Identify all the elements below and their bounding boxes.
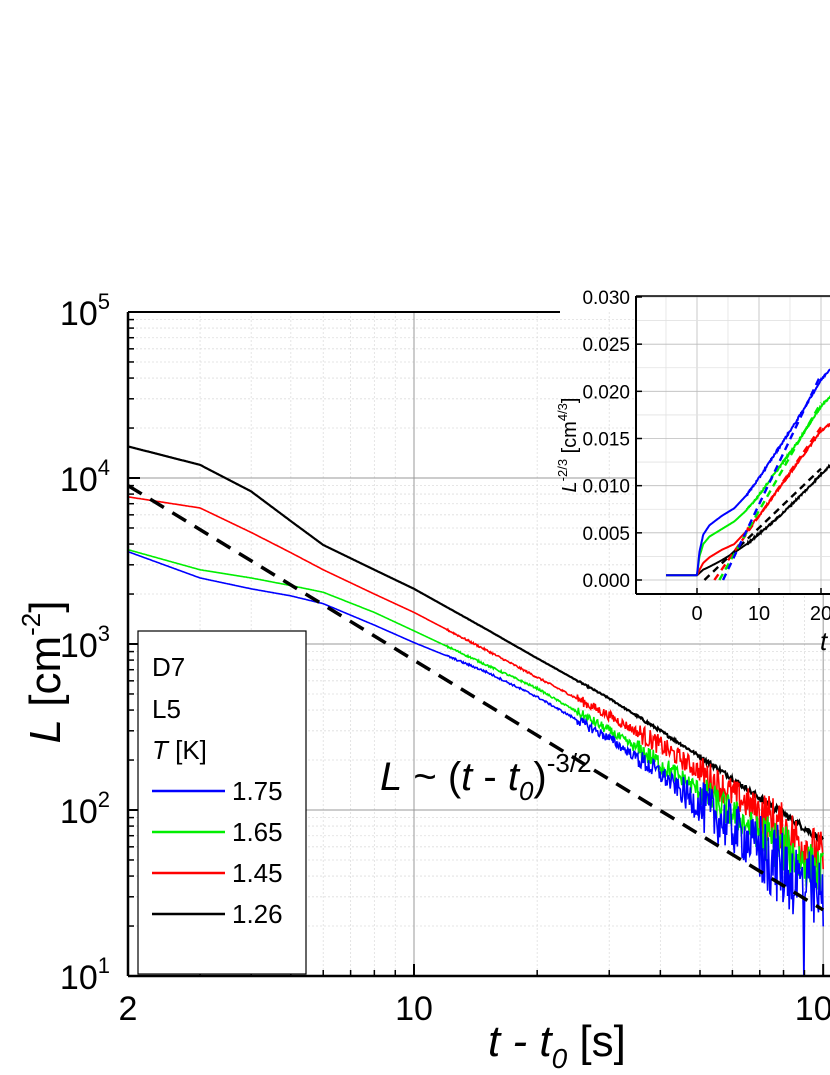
annotation-sup: -3/2 bbox=[547, 748, 592, 778]
main-y-tick-exp: 3 bbox=[98, 621, 110, 646]
inset-y-tick-label: 0.020 bbox=[582, 382, 630, 403]
main-series-line-1-75 bbox=[128, 550, 824, 976]
inset-axes bbox=[635, 295, 830, 595]
inset-fit-line-1-65 bbox=[718, 402, 823, 581]
inset-y-tick-label: 0.025 bbox=[582, 335, 630, 356]
main-y-tick-label: 103 bbox=[60, 621, 110, 665]
main-fit-group bbox=[128, 484, 825, 912]
y-label-main: L bbox=[21, 719, 70, 743]
main-y-tick-base: 10 bbox=[60, 461, 98, 499]
annotation-t0: t bbox=[508, 755, 521, 799]
annotation-minus: - bbox=[472, 755, 508, 799]
main-y-tick-base: 10 bbox=[60, 627, 98, 665]
main-y-tick-exp: 4 bbox=[98, 455, 110, 480]
legend-entries: 1.75 1.65 1.45 1.26 bbox=[152, 776, 283, 929]
legend-title-unit: [K] bbox=[168, 735, 207, 765]
inset-y-tick-label: 0.010 bbox=[582, 477, 630, 498]
inset-y-label-close: ] bbox=[559, 398, 581, 404]
legend-label-1-45: 1.45 bbox=[232, 858, 283, 888]
y-label-sup: -2 bbox=[16, 613, 46, 636]
legend-label-1-26: 1.26 bbox=[232, 899, 283, 929]
inset-plot: 0 10 20 0.000 0.005 0.010 0.015 0.020 0.025 0.03… bbox=[555, 288, 830, 656]
inset-y-tick-labels: 0.000 0.005 0.010 0.015 0.020 0.025 0.030 bbox=[582, 288, 630, 592]
main-y-tick-exp: 2 bbox=[98, 787, 110, 812]
legend-line-2: L5 bbox=[152, 694, 181, 724]
main-x-tick-label: 100 bbox=[795, 990, 830, 1028]
main-y-tick-label: 104 bbox=[60, 455, 110, 499]
main-x-axis-label: t - t0 [s] bbox=[488, 1017, 626, 1074]
annotation-t: t bbox=[461, 755, 474, 799]
main-y-tick-exp: 1 bbox=[98, 953, 110, 978]
x-label-sub: 0 bbox=[552, 1043, 568, 1074]
main-y-tick-base: 10 bbox=[60, 295, 98, 333]
inset-series-group bbox=[666, 368, 830, 581]
inset-x-tick-label: 10 bbox=[748, 603, 770, 625]
annotation-sub: 0 bbox=[519, 776, 534, 806]
annotation-tilde: ~ ( bbox=[402, 755, 462, 799]
legend-line-1: D7 bbox=[152, 652, 185, 682]
y-label-close: ] bbox=[21, 601, 70, 613]
main-axes bbox=[126, 311, 830, 978]
legend-title: T [K] bbox=[152, 735, 207, 765]
main-y-tick-base: 10 bbox=[60, 959, 98, 997]
main-series-group bbox=[128, 445, 825, 976]
legend-label-1-65: 1.65 bbox=[232, 817, 283, 847]
main-series-line-1-26 bbox=[128, 445, 825, 846]
inset-x-tick-labels: 0 10 20 bbox=[691, 603, 830, 625]
main-x-tick-labels: 2 10 100 bbox=[119, 990, 830, 1028]
x-label-main: t - t bbox=[488, 1017, 553, 1066]
legend-label-1-75: 1.75 bbox=[232, 776, 283, 806]
main-y-axis-label: L [cm-2] bbox=[16, 601, 70, 744]
main-y-tick-exp: 5 bbox=[98, 289, 110, 314]
inset-x-axis-label: t bbox=[820, 626, 829, 656]
x-label-unit: [s] bbox=[567, 1017, 626, 1066]
main-series-line-1-45 bbox=[128, 496, 824, 872]
inset-y-label-main: L bbox=[559, 481, 581, 492]
y-label-unit: [cm bbox=[21, 636, 70, 719]
main-x-tick-label: 2 bbox=[119, 990, 138, 1028]
inset-plot-area bbox=[636, 296, 830, 594]
legend-box bbox=[137, 630, 307, 975]
main-series-line-1-65 bbox=[128, 548, 824, 894]
inset-y-label-sup1: -2/3 bbox=[555, 459, 570, 481]
inset-y-tick-label: 0.030 bbox=[582, 288, 630, 309]
annotation-close: ) bbox=[533, 755, 546, 799]
inset-x-tick-label: 20 bbox=[810, 603, 830, 625]
inset-y-axis-label: L-2/3 [cm4/3] bbox=[555, 398, 581, 493]
main-x-tick-label: 10 bbox=[395, 990, 433, 1028]
inset-fit-line-1-75 bbox=[721, 373, 823, 581]
inset-y-tick-label: 0.015 bbox=[582, 430, 630, 451]
main-y-tick-label: 101 bbox=[60, 953, 110, 997]
annotation-l: L bbox=[380, 755, 402, 799]
inset-x-tick-label: 0 bbox=[691, 603, 702, 625]
fit-annotation: L ~ (t - t0)-3/2 bbox=[380, 748, 592, 806]
main-y-tick-label: 102 bbox=[60, 787, 110, 831]
main-y-tick-base: 10 bbox=[60, 793, 98, 831]
inset-y-tick-label: 0.005 bbox=[582, 524, 630, 545]
main-y-tick-label: 105 bbox=[60, 289, 110, 333]
inset-y-tick-label: 0.000 bbox=[582, 571, 630, 592]
inset-y-label-sup2: 4/3 bbox=[555, 403, 570, 421]
main-fit-line bbox=[128, 484, 825, 912]
legend: D7 L5 T [K] 1.75 1.65 1.45 1.26 bbox=[137, 630, 307, 975]
inset-y-label-mid: [cm bbox=[559, 421, 581, 459]
legend-title-t: T bbox=[152, 735, 170, 765]
inset-fit-line-1-26 bbox=[703, 467, 822, 581]
